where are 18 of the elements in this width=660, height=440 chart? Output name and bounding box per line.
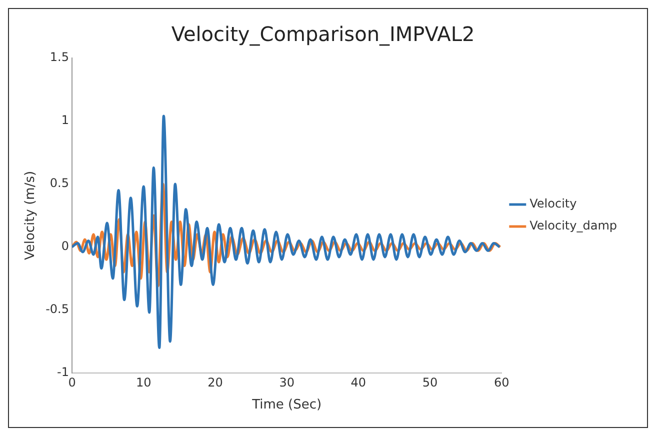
y-axis-title: Velocity (m/s): [23, 170, 38, 260]
line-series: [72, 114, 501, 350]
x-tick-label: 30: [279, 375, 294, 390]
x-axis-title: Time (Sec): [251, 398, 322, 413]
y-tick-label: 1: [61, 113, 70, 128]
y-tick-label: 0.5: [50, 176, 70, 190]
chart-title: Velocity_Comparison_IMPVAL2: [171, 22, 475, 46]
x-tick-label: 40: [350, 375, 366, 390]
y-tick-label: -0.5: [46, 302, 70, 316]
y-tick-label: -1: [57, 365, 70, 380]
x-tick-label: 50: [422, 375, 438, 390]
y-tick-label: 1.5: [50, 50, 70, 64]
legend-label: Velocity: [530, 196, 577, 211]
x-tick-label: 10: [136, 375, 152, 390]
x-tick-label: 20: [208, 375, 223, 390]
x-tick-label: 60: [494, 375, 510, 390]
y-tick-label: 0: [61, 239, 70, 254]
legend-label: Velocity_damp: [530, 218, 618, 233]
